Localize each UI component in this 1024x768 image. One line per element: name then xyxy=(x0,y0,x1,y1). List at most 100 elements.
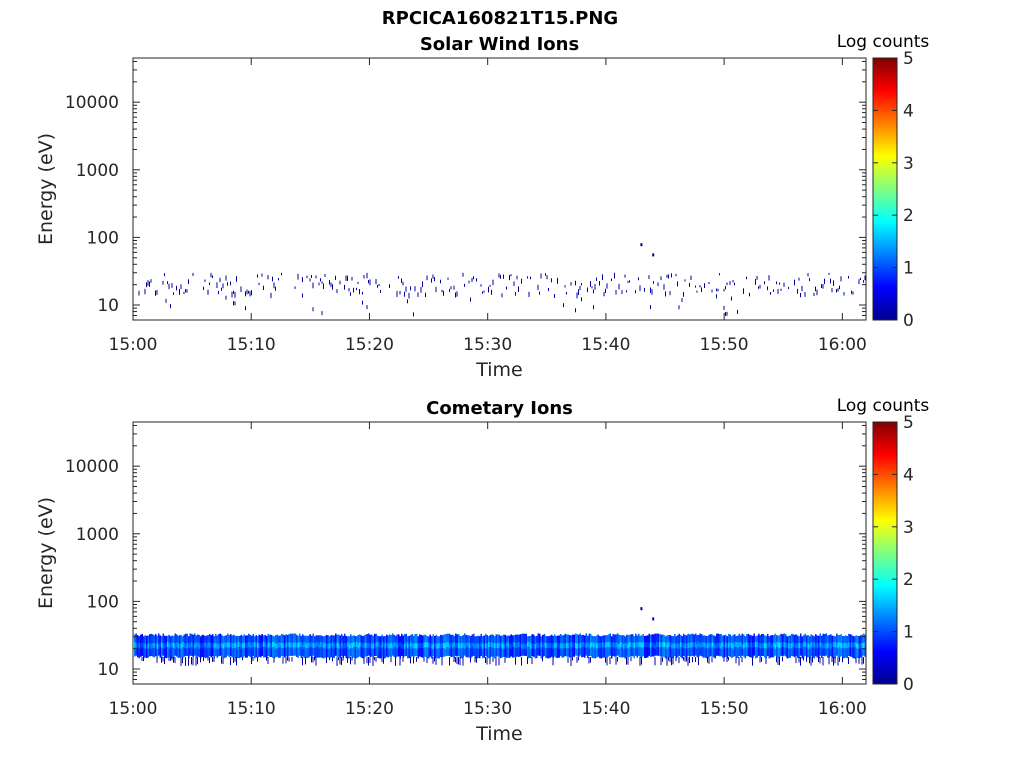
band-speck xyxy=(684,279,686,282)
band-core xyxy=(629,641,631,647)
band-tail xyxy=(552,657,554,666)
band-core xyxy=(491,642,493,648)
colorbar-tick-label: 1 xyxy=(903,623,914,643)
band-speck xyxy=(245,291,246,297)
band-core xyxy=(188,642,190,648)
band-speck xyxy=(527,276,528,279)
band-core xyxy=(218,643,220,649)
band-core xyxy=(414,643,416,649)
band-core xyxy=(138,642,140,648)
band-core xyxy=(713,643,715,648)
band-core xyxy=(420,643,422,649)
band-core xyxy=(822,643,824,649)
band-core xyxy=(761,643,763,649)
band-core xyxy=(362,642,364,648)
band-core xyxy=(425,642,427,648)
band-tail xyxy=(221,657,222,664)
band-column xyxy=(768,636,770,659)
band-core xyxy=(578,643,580,649)
band-core xyxy=(791,643,793,648)
band-core xyxy=(443,643,445,648)
band-core xyxy=(525,643,527,649)
band-core xyxy=(405,642,407,648)
band-core xyxy=(797,642,799,648)
band-core xyxy=(767,642,769,648)
band-tail xyxy=(707,657,708,663)
band-speck xyxy=(506,286,507,290)
band-speck xyxy=(755,279,756,285)
band-tail xyxy=(669,657,671,662)
band-core xyxy=(221,642,223,648)
band-core xyxy=(294,642,296,648)
band-core xyxy=(359,642,361,648)
band-speck xyxy=(408,292,410,299)
band-core xyxy=(815,643,817,649)
band-speck xyxy=(246,289,248,295)
band-core xyxy=(245,642,247,648)
band-core xyxy=(557,642,559,648)
band-core xyxy=(212,642,214,648)
band-core xyxy=(663,642,665,648)
band-core xyxy=(516,642,518,648)
band-speck xyxy=(615,290,617,295)
band-core xyxy=(201,643,203,649)
y-tick-label: 100 xyxy=(87,592,119,612)
band-core xyxy=(594,642,596,648)
x-tick-label: 15:50 xyxy=(700,335,749,355)
band-speck xyxy=(302,293,303,298)
data-point xyxy=(652,253,655,257)
band-core xyxy=(429,643,431,648)
y-tick-label: 100 xyxy=(87,228,119,248)
band-core xyxy=(500,641,502,647)
band-core xyxy=(854,641,856,647)
band-core xyxy=(159,642,161,648)
band-speck xyxy=(306,275,308,279)
band-core xyxy=(341,642,343,648)
band-core xyxy=(263,642,265,648)
spectrogram-band xyxy=(138,272,866,317)
band-core xyxy=(657,642,659,648)
band-speck xyxy=(746,276,747,280)
band-speck xyxy=(797,288,798,294)
band-speck xyxy=(759,284,761,289)
band-core xyxy=(317,641,319,647)
y-tick-label: 10000 xyxy=(65,93,119,113)
band-column xyxy=(488,636,490,659)
band-core xyxy=(506,642,508,648)
band-core xyxy=(155,642,157,648)
band-speck xyxy=(462,272,464,277)
band-column xyxy=(594,636,596,659)
band-core xyxy=(698,641,700,647)
band-core xyxy=(272,642,274,648)
band-core xyxy=(857,643,859,649)
band-core xyxy=(275,643,277,649)
band-tail xyxy=(504,657,506,663)
band-speck xyxy=(359,289,360,295)
band-core xyxy=(552,643,554,649)
band-speck xyxy=(801,285,803,292)
band-core xyxy=(549,643,551,649)
band-speck xyxy=(639,285,641,292)
band-tail xyxy=(654,657,656,666)
band-core xyxy=(803,642,805,647)
band-speck xyxy=(183,291,185,295)
band-tail xyxy=(453,657,455,662)
band-speck xyxy=(780,288,782,291)
band-core xyxy=(156,643,158,649)
band-speck xyxy=(513,281,515,286)
band-core xyxy=(839,641,841,647)
band-tail xyxy=(339,657,341,665)
band-core xyxy=(390,642,392,648)
band-tail xyxy=(572,657,573,661)
band-core xyxy=(258,643,260,648)
band-tail xyxy=(810,657,812,666)
band-core xyxy=(357,643,359,649)
band-core xyxy=(522,643,524,649)
band-speck xyxy=(731,296,732,301)
band-speck xyxy=(315,275,317,279)
band-speck xyxy=(233,301,234,306)
band-tail xyxy=(498,657,500,666)
band-core xyxy=(779,643,781,648)
band-core xyxy=(717,642,719,648)
band-core xyxy=(620,641,622,647)
